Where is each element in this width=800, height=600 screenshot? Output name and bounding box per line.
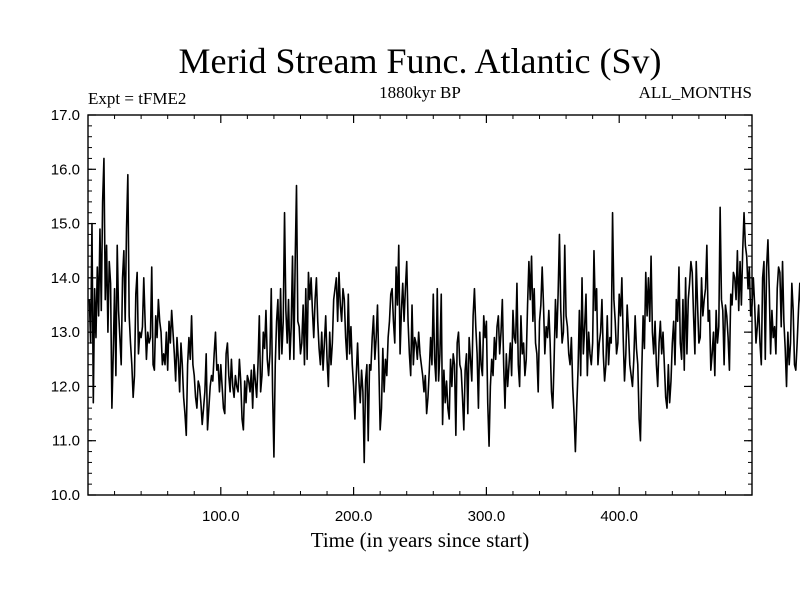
months-label: ALL_MONTHS (639, 83, 752, 102)
y-tick-label: 14.0 (51, 270, 80, 287)
x-axis-label: Time (in years since start) (311, 528, 530, 552)
x-tick-label: 200.0 (335, 508, 373, 525)
series-line (88, 157, 800, 464)
chart-title: Merid Stream Func. Atlantic (Sv) (179, 41, 662, 81)
period-label: 1880kyr BP (379, 83, 461, 102)
plot-frame (87, 114, 753, 496)
x-tick-label: 100.0 (202, 508, 240, 525)
y-tick-label: 13.0 (51, 324, 80, 341)
y-tick-label: 11.0 (52, 433, 80, 450)
y-tick-label: 10.0 (51, 487, 80, 504)
y-axis: 10.0 11.0 12.0 13.0 14.0 15.0 16.0 17.0 (51, 107, 752, 504)
y-tick-label: 16.0 (51, 161, 80, 178)
x-tick-label: 300.0 (468, 508, 506, 525)
y-tick-label: 15.0 (51, 216, 80, 233)
y-tick-label: 17.0 (51, 107, 80, 124)
x-tick-label: 400.0 (600, 508, 638, 525)
y-tick-label: 12.0 (51, 378, 80, 395)
experiment-label: Expt = tFME2 (88, 89, 186, 108)
x-axis: 100.0 200.0 300.0 400.0 (114, 115, 726, 525)
